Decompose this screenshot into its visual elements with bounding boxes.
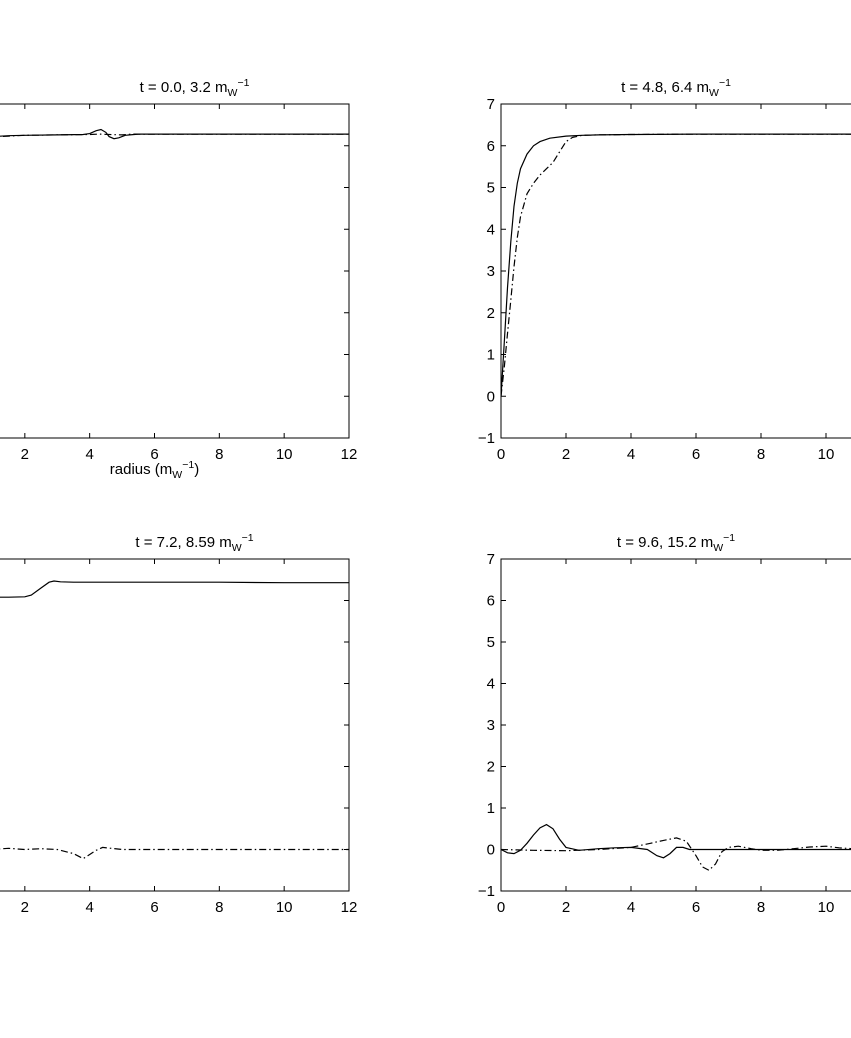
y-tick-label: −1 bbox=[478, 883, 495, 900]
chart-panel-1: 2 4 6 8 10 12 t = 0.0, 3.2 mW−1 radius (mW−1) bbox=[0, 77, 357, 481]
x-tick-label: 10 bbox=[818, 899, 835, 916]
y-tick-label: 1 bbox=[487, 347, 495, 364]
y-tick-label: 2 bbox=[487, 759, 495, 776]
x-tick-label: 6 bbox=[150, 446, 158, 463]
x-tick-label: 12 bbox=[341, 446, 358, 463]
chart-title: t = 9.6, 15.2 mW−1 bbox=[617, 532, 735, 554]
y-tick-label: 5 bbox=[487, 180, 495, 197]
y-tick-label: 4 bbox=[487, 676, 495, 693]
x-tick-label: 2 bbox=[562, 899, 570, 916]
series-dashdot-line bbox=[501, 133, 851, 397]
y-tick-label: 0 bbox=[487, 388, 495, 405]
y-tick-label: 3 bbox=[487, 717, 495, 734]
series-solid-line bbox=[0, 580, 349, 598]
x-tick-label: 10 bbox=[276, 899, 293, 916]
x-tick-label: 4 bbox=[85, 899, 93, 916]
y-tick-label: 6 bbox=[487, 593, 495, 610]
series-dashdot-line bbox=[501, 837, 851, 872]
chart-title: t = 4.8, 6.4 mW−1 bbox=[621, 77, 731, 99]
x-tick-label: 2 bbox=[21, 899, 29, 916]
x-tick-label: 8 bbox=[757, 446, 765, 463]
x-tick-label: 6 bbox=[692, 446, 700, 463]
series-solid-line bbox=[501, 133, 851, 397]
axes-frame bbox=[0, 558, 350, 892]
y-tick-label: 0 bbox=[487, 842, 495, 859]
x-tick-label: 0 bbox=[497, 899, 505, 916]
y-tick-label: 2 bbox=[487, 305, 495, 322]
x-tick-label: 10 bbox=[276, 446, 293, 463]
x-tick-label: 0 bbox=[497, 446, 505, 463]
x-tick-label: 12 bbox=[341, 899, 358, 916]
y-tick-label: 1 bbox=[487, 800, 495, 817]
axes-frame bbox=[500, 558, 851, 892]
x-tick-label: 4 bbox=[627, 446, 635, 463]
y-tick-label: 5 bbox=[487, 634, 495, 651]
x-tick-label: 8 bbox=[215, 446, 223, 463]
y-tick-label: 6 bbox=[487, 138, 495, 155]
y-tick-label: 7 bbox=[487, 96, 495, 113]
series-dashdot-line bbox=[0, 846, 349, 860]
x-tick-label: 6 bbox=[150, 899, 158, 916]
chart-title: t = 7.2, 8.59 mW−1 bbox=[135, 532, 253, 554]
x-tick-label: 8 bbox=[757, 899, 765, 916]
axes-frame bbox=[500, 103, 851, 439]
x-tick-label: 8 bbox=[215, 899, 223, 916]
x-tick-label: 2 bbox=[21, 446, 29, 463]
x-tick-label: 2 bbox=[562, 446, 570, 463]
y-tick-label: −1 bbox=[478, 430, 495, 447]
x-tick-label: 10 bbox=[818, 446, 835, 463]
y-tick-label: 7 bbox=[487, 551, 495, 568]
series-solid-line bbox=[501, 823, 851, 859]
x-tick-label: 4 bbox=[627, 899, 635, 916]
chart-panel-3: 2 4 6 8 10 12 t = 7.2, 8.59 mW−1 bbox=[0, 532, 357, 916]
y-tick-label: 4 bbox=[487, 221, 495, 238]
x-tick-label: 6 bbox=[692, 899, 700, 916]
x-axis-label: radius (mW−1) bbox=[110, 459, 199, 481]
x-tick-label: 4 bbox=[85, 446, 93, 463]
axes-frame bbox=[0, 103, 350, 439]
chart-title: t = 0.0, 3.2 mW−1 bbox=[140, 77, 250, 99]
series-dashdot-line bbox=[0, 133, 349, 138]
y-tick-label: 3 bbox=[487, 263, 495, 280]
